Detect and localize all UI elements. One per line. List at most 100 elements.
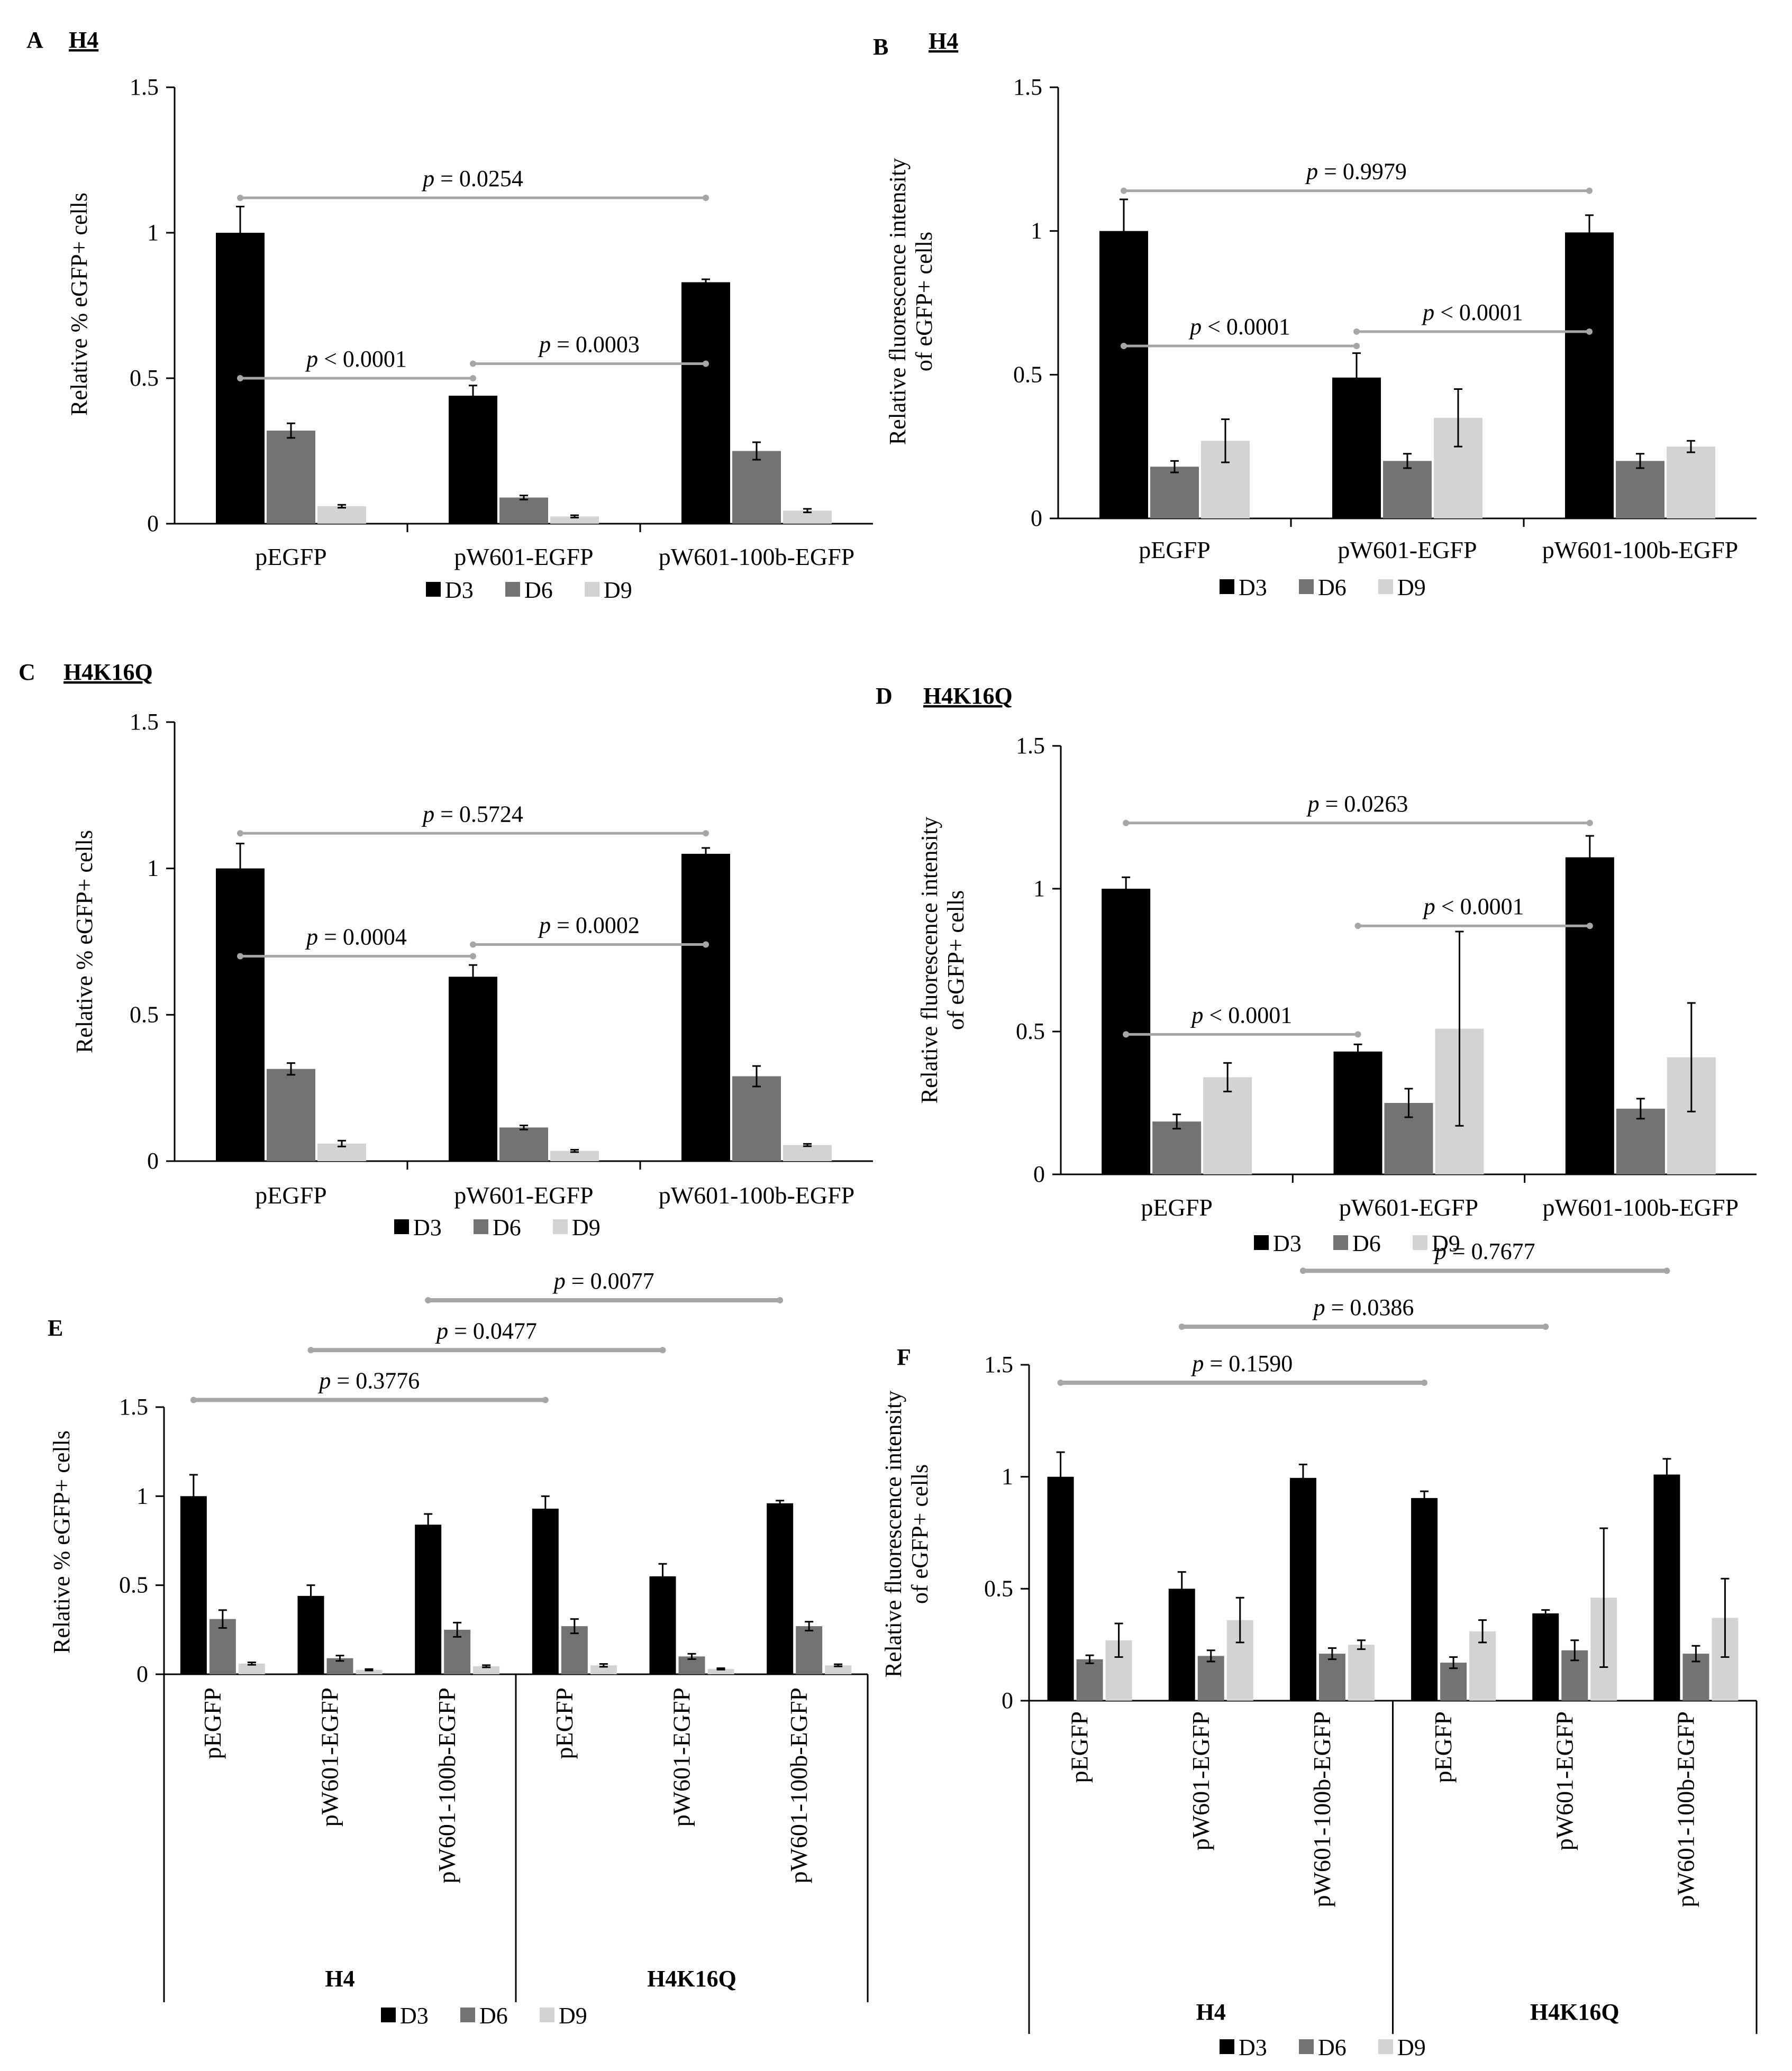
x-tick-label: pW601-EGFP (668, 1687, 695, 1827)
p-value-bracket-end (1121, 187, 1127, 194)
p-value-bracket-end (190, 1397, 197, 1403)
x-tick-label: pW601-100b-EGFP (1308, 1711, 1335, 1908)
panel-label: B (873, 34, 888, 60)
legend-swatch-D9 (540, 2008, 554, 2022)
bar-D3 (449, 977, 497, 1161)
p-value-label: p = 0.0263 (1306, 791, 1408, 817)
x-tick-label: pW601-100b-EGFP (785, 1687, 812, 1884)
p-symbol: p (538, 913, 557, 938)
bar-D3 (415, 1525, 442, 1674)
y-tick-label: 1 (1002, 1464, 1013, 1490)
p-value-bracket-end (703, 830, 709, 837)
p-value-label: p < 0.0001 (1190, 1002, 1292, 1028)
p-value-bracket-end (777, 1297, 784, 1303)
p-symbol: p (1188, 314, 1207, 340)
bar-D3 (1047, 1476, 1074, 1701)
p-value-bracket-end (1353, 343, 1360, 349)
p-value-label: p = 0.0386 (1312, 1294, 1414, 1320)
legend-label: D3 (1273, 1230, 1302, 1256)
y-tick-label: 0.5 (984, 1575, 1013, 1601)
legend-swatch-D6 (460, 2008, 475, 2022)
y-axis-label: of eGFP+ cells (907, 1464, 933, 1604)
bar-D3 (1532, 1613, 1559, 1701)
p-value-text: < 0.0001 (324, 346, 407, 372)
p-symbol: p (1306, 791, 1325, 817)
panel-title: H4 (929, 28, 958, 54)
y-tick-label: 0 (147, 510, 159, 536)
panel-label: E (48, 1315, 63, 1341)
p-value-text: = 0.9979 (1324, 159, 1407, 185)
bar-D6 (732, 1076, 781, 1161)
p-value-text: = 0.0002 (557, 913, 640, 938)
panel-label: D (876, 683, 893, 709)
p-value-bracket-end (659, 1347, 666, 1354)
x-tick-label: pW601-EGFP (454, 1182, 593, 1209)
bar-D6 (267, 431, 315, 524)
bar-D6 (1318, 1654, 1345, 1701)
chart-panel-B: B H4 Relative fluorescence intensity of eGF… (873, 28, 1757, 600)
chart-panel-D: D H4K16Q Relative fluorescence intensity of… (876, 683, 1757, 1256)
x-tick-label: pEGFP (1139, 536, 1210, 563)
p-symbol: p (305, 924, 324, 950)
p-symbol: p (552, 1268, 571, 1294)
legend-label: D9 (1432, 1230, 1460, 1256)
bar-D3 (1653, 1474, 1680, 1701)
chart-panel-A: A H4 Relative % eGFP+ cells 0 0.5 1 1.5 pEGFP pW… (26, 27, 873, 603)
bar-D3 (1565, 857, 1614, 1174)
p-value-bracket-end (470, 953, 476, 960)
p-value-bracket-end (425, 1297, 432, 1303)
bar-D3 (297, 1595, 324, 1674)
p-value-bracket-end (1299, 1267, 1306, 1274)
y-tick-label: 1.5 (1013, 74, 1042, 100)
legend-label: D9 (1397, 2034, 1426, 2060)
p-value-label: p = 0.0477 (435, 1318, 537, 1344)
p-value-text: < 0.0001 (1207, 314, 1290, 340)
legend-swatch-D6 (1299, 2039, 1314, 2054)
legend-swatch-D9 (1378, 579, 1393, 594)
bar-D6 (267, 1069, 315, 1161)
y-tick-label: 1.5 (119, 1394, 148, 1420)
bar-D3 (1565, 232, 1614, 519)
x-tick-label: pW601-EGFP (1187, 1711, 1214, 1850)
legend-label: D3 (413, 1215, 442, 1240)
legend-swatch-D3 (426, 582, 441, 597)
bar-D3 (449, 396, 497, 524)
legend-swatch-D9 (1378, 2039, 1393, 2054)
p-value-bracket-end (1586, 819, 1593, 826)
legend-swatch-D6 (474, 1219, 488, 1234)
p-value-bracket-end (1057, 1379, 1064, 1386)
panel-label: A (26, 27, 43, 53)
bar-D9 (707, 1668, 734, 1674)
p-value-bracket-end (703, 941, 709, 948)
x-tick-label: pEGFP (199, 1687, 226, 1759)
legend-label: D6 (493, 1215, 521, 1240)
p-symbol: p (305, 346, 324, 372)
p-value-bracket-end (1586, 187, 1593, 194)
p-value-bracket-end (1353, 328, 1360, 335)
p-value-bracket-end (1586, 923, 1593, 929)
group-label: H4K16Q (647, 1966, 736, 1992)
bar-D6 (796, 1626, 823, 1674)
legend-label: D9 (572, 1215, 601, 1240)
y-tick-label: 0.5 (1016, 1018, 1045, 1044)
y-axis-label: Relative % eGFP+ cells (66, 193, 92, 416)
p-value-text: = 0.3776 (336, 1368, 420, 1394)
legend-swatch-D3 (394, 1219, 409, 1234)
bar-D3 (1289, 1477, 1316, 1701)
p-symbol: p (1190, 1002, 1209, 1028)
legend-swatch-D6 (1299, 579, 1314, 594)
p-value-bracket-end (237, 830, 243, 837)
panel-title: H4K16Q (923, 683, 1013, 709)
x-tick-label: pW601-EGFP (1339, 1194, 1478, 1221)
p-value-bracket-end (307, 1347, 314, 1354)
y-tick-label: 1 (137, 1483, 148, 1509)
bar-D3 (532, 1508, 559, 1674)
p-symbol: p (1433, 1238, 1452, 1264)
p-value-text: < 0.0001 (1209, 1002, 1292, 1028)
p-value-text: = 0.1590 (1209, 1351, 1293, 1376)
x-tick-label: pEGFP (255, 543, 326, 570)
bar-D9 (473, 1666, 500, 1674)
p-value-label: p = 0.0004 (305, 924, 407, 950)
x-tick-label: pEGFP (1430, 1711, 1457, 1783)
